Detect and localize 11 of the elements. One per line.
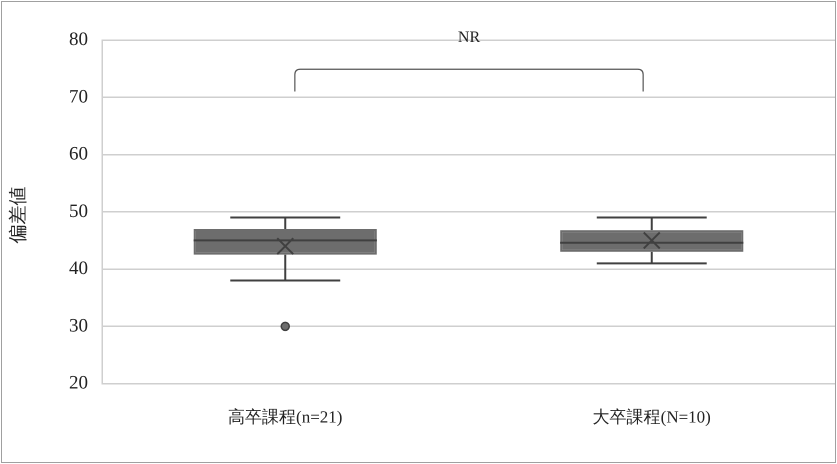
y-tick-label: 30 [69, 315, 88, 336]
y-tick-label: 20 [69, 372, 88, 394]
y-tick-label: 40 [69, 258, 88, 280]
annotation: NR [458, 29, 480, 47]
y-tick-label: 60 [69, 144, 88, 165]
x-tick-label: 大卒課程(N=10) [592, 407, 711, 426]
y-tick-label: 70 [69, 86, 88, 108]
y-tick-label: 50 [69, 200, 88, 222]
x-tick-label: 高卒課程(n=21) [228, 407, 342, 426]
y-axis-title: 偏差値 [7, 186, 30, 244]
y-tick-label: 80 [69, 28, 88, 50]
